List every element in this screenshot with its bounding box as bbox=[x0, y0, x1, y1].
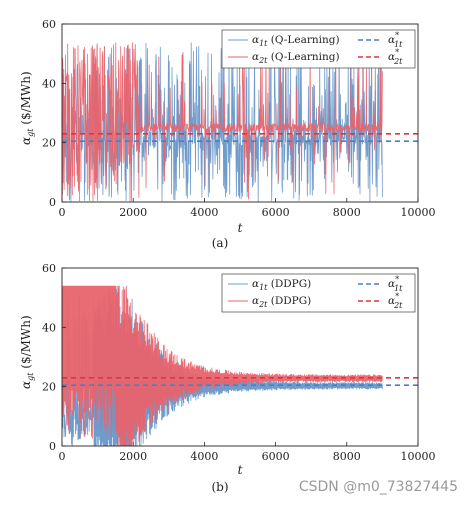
x-tick-label: 6000 bbox=[262, 206, 290, 219]
panel-caption: (b) bbox=[211, 480, 228, 494]
x-axis-label: t bbox=[238, 463, 243, 477]
x-tick-label: 0 bbox=[59, 206, 66, 219]
x-tick-label: 8000 bbox=[333, 206, 361, 219]
x-tick-label: 10000 bbox=[401, 206, 436, 219]
chart-panel-b: 0 2000 4000 6000 8000 10000 0 20 40 60 t αgt ($/MWh… bbox=[19, 262, 436, 494]
legend-label-ref1: α* 1t bbox=[388, 275, 403, 293]
legend-box bbox=[221, 273, 416, 313]
y-axis-label: αgt ($/MWh) bbox=[19, 315, 35, 389]
y-tick-label: 20 bbox=[42, 381, 56, 394]
legend-label-agent2: α2t (Q-Learning) bbox=[252, 51, 340, 65]
panel-caption: (a) bbox=[212, 236, 229, 250]
x-tick-label: 4000 bbox=[190, 206, 218, 219]
x-axis-label: t bbox=[238, 221, 243, 235]
y-tick-label: 40 bbox=[42, 321, 56, 334]
legend-label-ref2: α* 2t bbox=[388, 48, 403, 66]
y-tick-label: 60 bbox=[42, 18, 56, 31]
x-tick-label: 0 bbox=[59, 450, 66, 463]
legend: α1t (Q-Learning) α2t (Q-Learning) α* 1tα* 2t bbox=[221, 29, 416, 69]
chart-panel-a: 0 2000 4000 6000 8000 10000 0 20 40 60 t αgt ($/MWh… bbox=[19, 18, 436, 250]
x-tick-label: 8000 bbox=[333, 450, 361, 463]
legend-label-ref2: α* 2t bbox=[388, 292, 403, 310]
series-line-agent1 bbox=[62, 286, 383, 446]
y-tick-label: 0 bbox=[49, 196, 56, 209]
watermark: CSDN @m0_73827445 bbox=[298, 479, 458, 495]
legend: α1t (DDPG) α2t (DDPG) α* 1tα* 2t bbox=[221, 273, 416, 313]
legend-label-agent2: α2t (DDPG) bbox=[252, 295, 311, 309]
legend-label-agent1: α1t (DDPG) bbox=[252, 278, 311, 292]
y-tick-label: 40 bbox=[42, 77, 56, 90]
plot-area bbox=[62, 285, 418, 446]
y-tick-label: 0 bbox=[49, 440, 56, 453]
y-axis-label: αgt ($/MWh) bbox=[19, 71, 35, 145]
series-line-agent2 bbox=[62, 285, 383, 446]
y-tick-label: 20 bbox=[42, 137, 56, 150]
x-tick-label: 6000 bbox=[262, 450, 290, 463]
series-line-agent2 bbox=[62, 42, 383, 202]
axes-frame bbox=[61, 23, 419, 203]
x-tick-label: 2000 bbox=[119, 450, 147, 463]
x-tick-label: 2000 bbox=[119, 206, 147, 219]
y-tick-label: 60 bbox=[42, 262, 56, 275]
legend-label-ref1: α* 1t bbox=[388, 31, 403, 49]
x-tick-label: 4000 bbox=[190, 450, 218, 463]
axes-frame bbox=[61, 267, 419, 447]
legend-label-agent1: α1t (Q-Learning) bbox=[252, 34, 340, 48]
x-tick-label: 10000 bbox=[401, 450, 436, 463]
legend-box bbox=[221, 29, 416, 69]
